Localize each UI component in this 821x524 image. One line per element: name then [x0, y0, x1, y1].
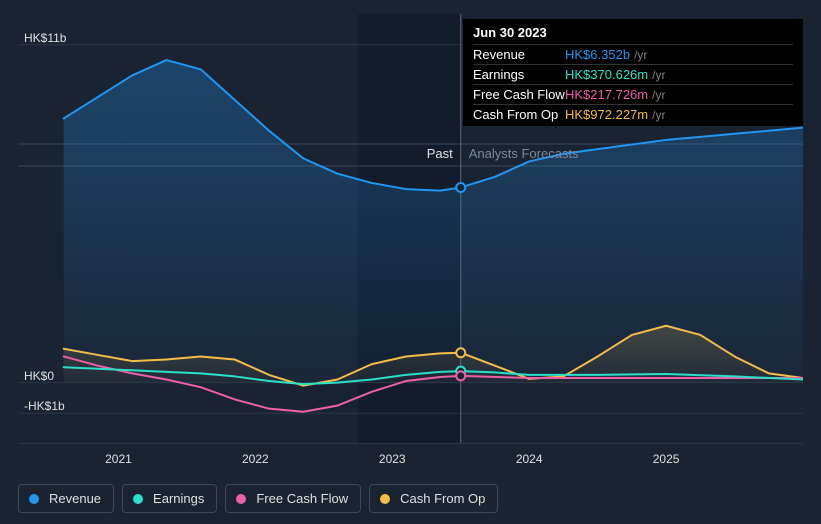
- tooltip-row: RevenueHK$6.352b/yr: [473, 44, 793, 64]
- x-tick-label: 2025: [653, 452, 680, 466]
- legend-label: Earnings: [153, 491, 204, 506]
- tooltip-metric-value: HK$6.352b: [565, 47, 630, 62]
- tooltip-metric-name: Earnings: [473, 67, 565, 82]
- legend-item-free-cash-flow[interactable]: Free Cash Flow: [225, 484, 361, 513]
- y-tick-label: -HK$1b: [24, 399, 65, 413]
- tooltip-date: Jun 30 2023: [473, 25, 793, 44]
- tooltip-metric-value: HK$217.726m: [565, 87, 648, 102]
- tooltip-row: Cash From OpHK$972.227m/yr: [473, 104, 793, 124]
- tooltip-metric-value: HK$972.227m: [565, 107, 648, 122]
- legend-label: Cash From Op: [400, 491, 485, 506]
- legend-label: Revenue: [49, 491, 101, 506]
- tooltip-metric-name: Cash From Op: [473, 107, 565, 122]
- x-tick-label: 2023: [379, 452, 406, 466]
- legend-dot-icon: [133, 494, 143, 504]
- x-tick-label: 2024: [516, 452, 543, 466]
- tooltip: Jun 30 2023 RevenueHK$6.352b/yrEarningsH…: [463, 19, 803, 126]
- legend-item-earnings[interactable]: Earnings: [122, 484, 217, 513]
- y-tick-label: HK$11b: [24, 31, 66, 45]
- forecast-label: Analysts Forecasts: [469, 146, 579, 161]
- legend: Revenue Earnings Free Cash Flow Cash From O…: [18, 484, 498, 513]
- tooltip-metric-unit: /yr: [652, 68, 665, 82]
- tooltip-metric-unit: /yr: [634, 48, 647, 62]
- past-label: Past: [427, 146, 453, 161]
- legend-dot-icon: [380, 494, 390, 504]
- x-tick-label: 2021: [105, 452, 132, 466]
- legend-label: Free Cash Flow: [256, 491, 348, 506]
- y-tick-label: HK$0: [24, 369, 54, 383]
- legend-dot-icon: [236, 494, 246, 504]
- tooltip-metric-unit: /yr: [652, 108, 665, 122]
- x-tick-label: 2022: [242, 452, 269, 466]
- tooltip-metric-name: Revenue: [473, 47, 565, 62]
- legend-dot-icon: [29, 494, 39, 504]
- tooltip-metric-name: Free Cash Flow: [473, 87, 565, 102]
- tooltip-row: EarningsHK$370.626m/yr: [473, 64, 793, 84]
- tooltip-metric-unit: /yr: [652, 88, 665, 102]
- legend-item-cash-from-op[interactable]: Cash From Op: [369, 484, 498, 513]
- tooltip-row: Free Cash FlowHK$217.726m/yr: [473, 84, 793, 104]
- legend-item-revenue[interactable]: Revenue: [18, 484, 114, 513]
- tooltip-metric-value: HK$370.626m: [565, 67, 648, 82]
